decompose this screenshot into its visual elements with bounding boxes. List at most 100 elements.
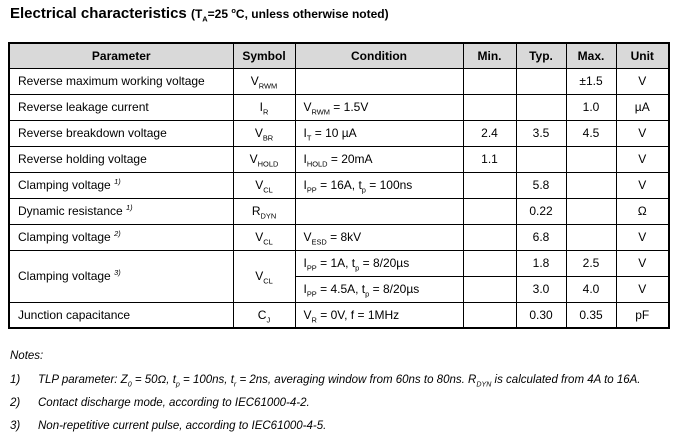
typ-cell: 3.0 (515, 275, 567, 303)
note-item: 3) Non-repetitive current pulse, accordi… (10, 420, 666, 432)
min-cell (462, 249, 517, 277)
table-row: Reverse breakdown voltage VBR IT = 10 µA… (8, 119, 670, 147)
note-text: Contact discharge mode, according to IEC… (38, 397, 310, 409)
symbol-cell: RDYN (232, 197, 296, 225)
section-title-condition: (TA=25 oC, unless otherwise noted) (190, 6, 389, 24)
min-cell (462, 301, 517, 329)
min-cell (462, 67, 517, 95)
notes-label: Notes: (10, 350, 44, 362)
typ-cell: 6.8 (515, 223, 567, 251)
typ-cell: 0.30 (515, 301, 567, 329)
note-text: TLP parameter: Z0 = 50Ω, tp = 100ns, tr … (38, 374, 641, 389)
parameter-cell: Reverse holding voltage (8, 145, 234, 173)
note-item: 1) TLP parameter: Z0 = 50Ω, tp = 100ns, … (10, 374, 666, 389)
parameter-cell: Junction capacitance (8, 301, 234, 329)
table-row: Clamping voltage 3) VCL IPP = 1A, tp = 8… (8, 249, 670, 303)
max-cell: 2.5 (565, 249, 617, 277)
typ-cell (515, 145, 567, 173)
max-cell (565, 223, 617, 251)
max-cell: ±1.5 (565, 67, 617, 95)
header-min: Min. (462, 42, 517, 69)
condition-cell: IPP = 16A, tp = 100ns (294, 171, 464, 199)
min-cell: 1.1 (462, 145, 517, 173)
max-cell (565, 197, 617, 225)
header-unit: Unit (615, 42, 670, 69)
min-cell (462, 171, 517, 199)
min-cell (462, 223, 517, 251)
min-cell (462, 275, 517, 303)
symbol-cell: VCL (232, 249, 296, 303)
table-row: Junction capacitance CJ VR = 0V, f = 1MH… (8, 301, 670, 329)
condition-cell: VR = 0V, f = 1MHz (294, 301, 464, 329)
condition-cell: IHOLD = 20mA (294, 145, 464, 173)
table-row: Clamping voltage 1) VCL IPP = 16A, tp = … (8, 171, 670, 199)
max-cell: 4.0 (565, 275, 617, 303)
table-row: Reverse leakage current IR VRWM = 1.5V 1… (8, 93, 670, 121)
parameter-cell: Dynamic resistance 1) (8, 197, 234, 225)
typ-cell: 0.22 (515, 197, 567, 225)
typ-cell (515, 93, 567, 121)
unit-cell: V (615, 119, 670, 147)
max-cell: 0.35 (565, 301, 617, 329)
condition-cell: IPP = 4.5A, tp = 8/20µs (294, 275, 464, 303)
unit-cell: V (615, 275, 670, 303)
section-title-text: Electrical characteristics (10, 5, 191, 22)
symbol-cell: VRWM (232, 67, 296, 95)
symbol-cell: VBR (232, 119, 296, 147)
condition-cell (294, 197, 464, 225)
min-cell: 2.4 (462, 119, 517, 147)
parameter-cell: Reverse breakdown voltage (8, 119, 234, 147)
note-item: 2) Contact discharge mode, according to … (10, 397, 666, 409)
header-typ: Typ. (515, 42, 567, 69)
unit-cell: Ω (615, 197, 670, 225)
max-cell (565, 171, 617, 199)
unit-cell: µA (615, 93, 670, 121)
condition-cell: VESD = 8kV (294, 223, 464, 251)
parameter-cell: Reverse leakage current (8, 93, 234, 121)
max-cell: 4.5 (565, 119, 617, 147)
table-row: Dynamic resistance 1) RDYN 0.22 Ω (8, 197, 670, 225)
parameter-cell: Clamping voltage 3) (8, 249, 234, 303)
condition-cell: IPP = 1A, tp = 8/20µs (294, 249, 464, 277)
parameter-cell: Clamping voltage 1) (8, 171, 234, 199)
typ-cell (515, 67, 567, 95)
condition-cell (294, 67, 464, 95)
parameter-cell: Reverse maximum working voltage (8, 67, 234, 95)
symbol-cell: IR (232, 93, 296, 121)
condition-cell: VRWM = 1.5V (294, 93, 464, 121)
condition-cell: IT = 10 µA (294, 119, 464, 147)
header-condition: Condition (294, 42, 464, 69)
electrical-characteristics-table: Parameter Symbol Condition Min. Typ. Max… (8, 42, 670, 329)
symbol-cell: CJ (232, 301, 296, 329)
symbol-cell: VHOLD (232, 145, 296, 173)
note-number: 1) (10, 374, 21, 386)
unit-cell: pF (615, 301, 670, 329)
header-parameter: Parameter (8, 42, 234, 69)
unit-cell: V (615, 249, 670, 277)
min-cell (462, 93, 517, 121)
typ-cell: 5.8 (515, 171, 567, 199)
max-cell: 1.0 (565, 93, 617, 121)
table-header-row: Parameter Symbol Condition Min. Typ. Max… (8, 42, 670, 69)
note-number: 3) (10, 420, 21, 432)
symbol-cell: VCL (232, 223, 296, 251)
symbol-cell: VCL (232, 171, 296, 199)
typ-cell: 1.8 (515, 249, 567, 277)
min-cell (462, 197, 517, 225)
note-text: Non-repetitive current pulse, according … (38, 420, 327, 432)
unit-cell: V (615, 171, 670, 199)
unit-cell: V (615, 145, 670, 173)
typ-cell: 3.5 (515, 119, 567, 147)
notes-section: Notes: 1) TLP parameter: Z0 = 50Ω, tp = … (10, 350, 666, 437)
section-title: Electrical characteristics (TA=25 oC, un… (10, 5, 389, 24)
header-max: Max. (565, 42, 617, 69)
table-row: Reverse maximum working voltage VRWM ±1.… (8, 67, 670, 95)
table-row: Clamping voltage 2) VCL VESD = 8kV 6.8 V (8, 223, 670, 251)
table-row: Reverse holding voltage VHOLD IHOLD = 20… (8, 145, 670, 173)
parameter-cell: Clamping voltage 2) (8, 223, 234, 251)
max-cell (565, 145, 617, 173)
unit-cell: V (615, 223, 670, 251)
unit-cell: V (615, 67, 670, 95)
header-symbol: Symbol (232, 42, 296, 69)
